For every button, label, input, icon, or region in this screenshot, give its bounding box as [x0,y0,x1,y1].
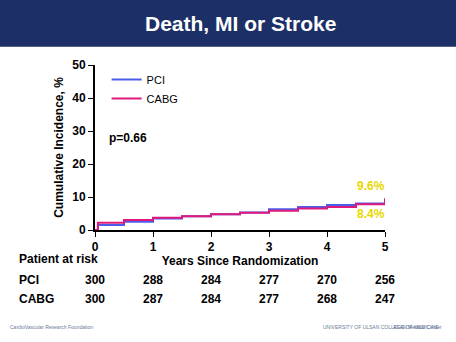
svg-text:4: 4 [324,240,331,254]
svg-text:3: 3 [266,240,273,254]
svg-text:284: 284 [201,292,221,306]
svg-text:5: 5 [382,240,389,254]
svg-text:Years Since Randomization: Years Since Randomization [162,254,319,268]
svg-text:0: 0 [92,240,99,254]
svg-text:270: 270 [317,273,337,287]
svg-text:2: 2 [208,240,215,254]
svg-text:UNIVERSITY OF ULSAN COLLEGE OF: UNIVERSITY OF ULSAN COLLEGE OF MEDICINE [323,324,439,330]
svg-text:277: 277 [259,292,279,306]
svg-text:10: 10 [72,190,86,204]
svg-text:PCI: PCI [19,273,39,287]
svg-text:300: 300 [85,273,105,287]
svg-text:CardioVascular Research Founda: CardioVascular Research Foundation [10,324,93,330]
svg-text:PCI: PCI [147,74,165,86]
svg-text:9.6%: 9.6% [357,179,385,193]
svg-text:50: 50 [72,58,86,72]
svg-text:268: 268 [317,292,337,306]
svg-text:CABG: CABG [147,93,178,105]
svg-text:p=0.66: p=0.66 [109,131,147,145]
svg-text:288: 288 [143,273,163,287]
svg-text:247: 247 [375,292,395,306]
svg-text:20: 20 [72,157,86,171]
svg-text:CABG: CABG [19,292,54,306]
svg-text:40: 40 [72,91,86,105]
svg-text:ASAN Medical Center: ASAN Medical Center [393,324,442,330]
svg-text:Death, MI or Stroke: Death, MI or Stroke [145,12,336,35]
svg-text:8.4%: 8.4% [357,207,385,221]
svg-text:300: 300 [85,292,105,306]
svg-text:284: 284 [201,273,221,287]
svg-text:277: 277 [259,273,279,287]
svg-text:256: 256 [375,273,395,287]
svg-text:1: 1 [150,240,157,254]
svg-text:287: 287 [143,292,163,306]
svg-text:0: 0 [79,223,86,237]
svg-text:Patient at risk: Patient at risk [19,252,98,266]
svg-text:Cumulative Incidence, %: Cumulative Incidence, % [52,77,66,218]
svg-text:30: 30 [72,124,86,138]
